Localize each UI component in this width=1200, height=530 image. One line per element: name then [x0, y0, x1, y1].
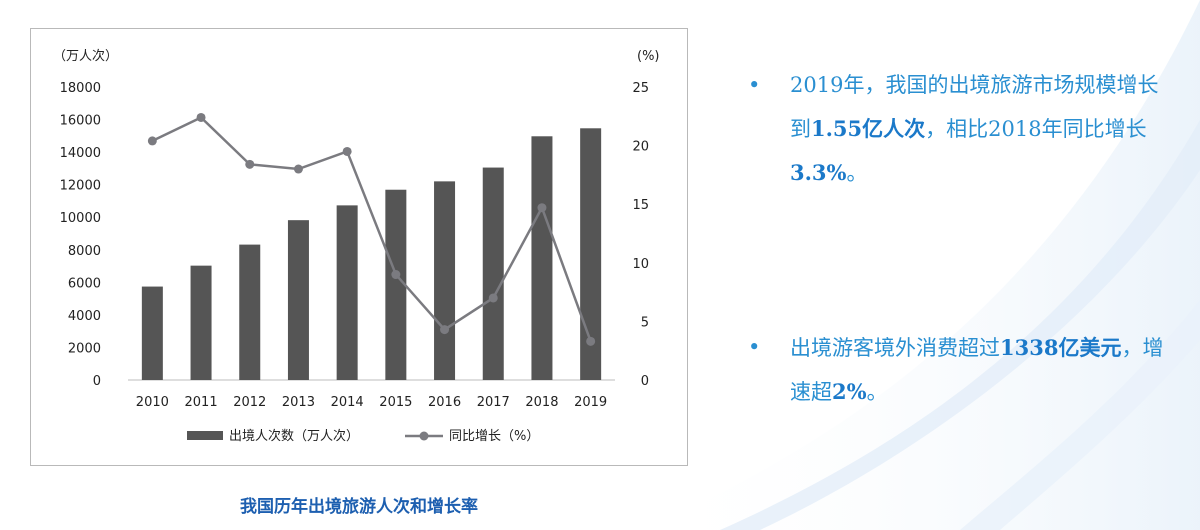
y-left-axis-label: （万人次）	[53, 48, 118, 64]
bullet-point: • 出境游客境外消费超过1338亿美元，增速超2%。	[748, 326, 1168, 414]
y-left-tick-label: 10000	[60, 211, 101, 226]
chart-panel: 0 2000 4000 6000 8000 10000 12000 14000 16000 180…	[30, 28, 688, 466]
bullet-run: 。	[846, 161, 868, 185]
bullet-text: 2019年，我国的出境旅游市场规模增长到1.55亿人次，相比2018年同比增长 3…	[790, 64, 1168, 195]
bar-outbound-trips	[434, 181, 456, 380]
combo-chart: 0 2000 4000 6000 8000 10000 12000 14000 16000 180…	[53, 48, 660, 444]
x-tick-label: 2014	[331, 395, 364, 410]
y-right-axis-label: (%)	[637, 49, 660, 64]
bar-outbound-trips	[336, 205, 358, 380]
legend-label-line: 同比增长（%）	[449, 429, 539, 444]
bar-outbound-trips	[580, 128, 602, 380]
x-tick-label: 2015	[379, 395, 412, 410]
y-right-tick-label: 15	[632, 198, 649, 213]
growth-rate-line	[151, 115, 592, 342]
bar-outbound-trips	[385, 189, 407, 380]
y-left-tick-label: 14000	[60, 146, 101, 161]
bullet-run: 。	[866, 380, 888, 404]
legend-label-bar: 出境人次数（万人次）	[229, 428, 359, 444]
y-left-tick-label: 2000	[68, 341, 101, 356]
y-left-tick-label: 8000	[68, 244, 101, 259]
y-right-tick-label: 0	[641, 374, 649, 389]
growth-rate-point	[391, 270, 401, 280]
bullet-highlight: 1.55亿人次	[811, 116, 926, 141]
bullet-dot: •	[748, 335, 761, 359]
x-tick-label: 2012	[233, 395, 266, 410]
growth-rate-point	[293, 164, 303, 174]
y-right-tick-label: 25	[632, 81, 649, 96]
bar-outbound-trips	[239, 244, 261, 380]
legend-swatch-marker	[419, 431, 429, 441]
x-tick-label: 2011	[185, 395, 218, 410]
bullet-highlight: 1338亿美元	[1000, 335, 1122, 360]
x-tick-label: 2016	[428, 395, 461, 410]
bullet-run: ，相比2018年同比增长	[925, 117, 1147, 141]
bar-outbound-trips	[287, 220, 309, 380]
growth-rate-point	[586, 336, 596, 346]
legend-swatch-bar	[187, 431, 223, 440]
growth-rate-point	[196, 112, 206, 122]
x-tick-label: 2010	[136, 395, 169, 410]
growth-rate-point	[147, 136, 157, 146]
chart-caption: 我国历年出境旅游人次和增长率	[240, 497, 478, 517]
growth-rate-point	[537, 203, 547, 213]
x-tick-label: 2017	[477, 395, 510, 410]
x-tick-label: 2013	[282, 395, 315, 410]
growth-rate-point	[488, 293, 498, 303]
x-tick-label: 2019	[574, 395, 607, 410]
bullet-run: 出境游客境外消费超过	[790, 336, 1000, 360]
bullet-run: ，增速超	[790, 336, 1164, 404]
bullet-highlight: 3.3%	[790, 160, 847, 185]
y-right-tick-label: 5	[641, 315, 649, 330]
bullet-text: 出境游客境外消费超过1338亿美元，增速超2%。	[790, 326, 1168, 414]
y-left-tick-label: 0	[93, 374, 101, 389]
bar-outbound-trips	[531, 136, 553, 380]
growth-rate-point	[245, 159, 255, 169]
x-tick-label: 2018	[525, 395, 558, 410]
bullet-dot: •	[748, 73, 761, 97]
bar-outbound-trips	[141, 286, 163, 380]
growth-rate-point	[440, 325, 450, 335]
y-left-tick-label: 16000	[60, 114, 101, 129]
bullet-point: • 2019年，我国的出境旅游市场规模增长到1.55亿人次，相比2018年同比增…	[748, 64, 1168, 195]
bullet-run: 2019年，我国的出境旅游市场规模增长到	[790, 73, 1159, 141]
y-right-tick-label: 10	[632, 257, 649, 272]
bar-outbound-trips	[482, 167, 504, 380]
bar-outbound-trips	[190, 265, 212, 380]
y-left-tick-label: 12000	[60, 179, 101, 194]
growth-rate-point	[342, 146, 352, 156]
y-left-tick-label: 4000	[68, 309, 101, 324]
y-left-tick-label: 6000	[68, 276, 101, 291]
y-left-tick-label: 18000	[60, 81, 101, 96]
y-right-tick-label: 20	[632, 140, 649, 155]
bullet-highlight: 2%	[832, 379, 867, 404]
